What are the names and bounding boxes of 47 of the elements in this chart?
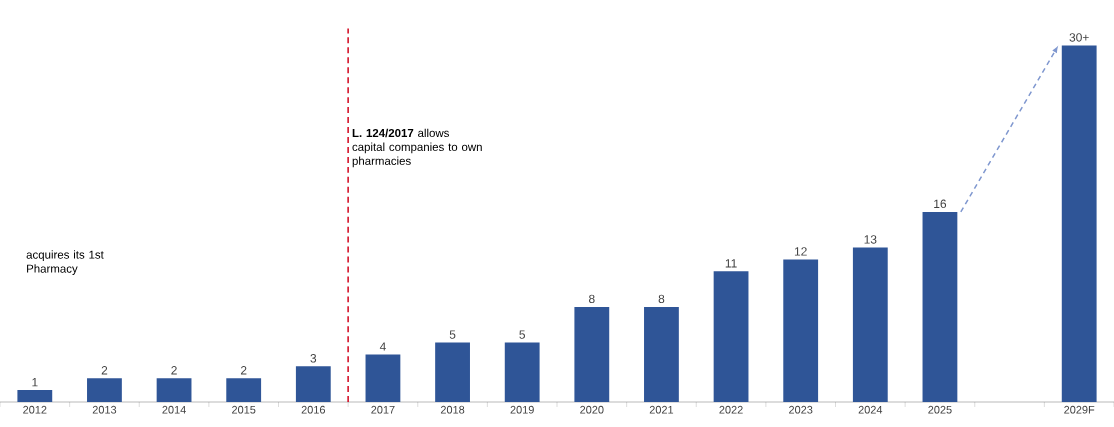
bar <box>922 211 958 402</box>
data-label: 3 <box>310 354 317 363</box>
bar <box>17 390 53 402</box>
x-tick-label: 2015 <box>232 405 256 414</box>
x-tick-label: 2023 <box>789 405 813 414</box>
x-tick-label: 2013 <box>92 405 117 414</box>
data-label: 8 <box>658 294 665 304</box>
x-tick-label: 2021 <box>649 405 674 414</box>
bar <box>504 342 540 402</box>
data-label: 8 <box>589 294 595 304</box>
x-tick-label: 2029F <box>1064 405 1095 414</box>
x-tick-label: 2018 <box>440 405 465 414</box>
data-label: 30+ <box>1069 33 1089 42</box>
bar <box>783 259 819 402</box>
x-tick-label: 2022 <box>719 405 743 414</box>
bar <box>713 271 749 402</box>
bar <box>87 378 122 402</box>
bar <box>435 342 470 402</box>
annotation: acquires its 1st Pharmacy <box>26 250 104 275</box>
bar <box>156 378 192 402</box>
bar <box>852 247 888 402</box>
data-label: 4 <box>379 342 386 351</box>
data-label: 5 <box>449 330 456 339</box>
data-label: 16 <box>934 199 947 209</box>
x-tick-label: 2025 <box>928 405 952 414</box>
x-tick-label: 2020 <box>580 405 604 414</box>
x-tick-label: 2016 <box>301 405 326 414</box>
bar <box>644 306 679 402</box>
x-tick-label: 2024 <box>858 405 883 414</box>
bar <box>574 306 610 402</box>
data-label: 2 <box>240 366 247 375</box>
x-tick-label: 2017 <box>371 405 395 414</box>
bar <box>295 366 331 402</box>
data-label: 1 <box>32 378 38 387</box>
data-label: 11 <box>725 259 737 268</box>
data-label: 12 <box>794 247 807 256</box>
data-label: 2 <box>171 366 177 375</box>
ref-line-label: L. 124/2017 allows capital companies to own pharmacies <box>352 128 482 168</box>
x-tick-label: 2019 <box>510 405 534 414</box>
x-tick-label: 2012 <box>23 405 47 414</box>
bar <box>1061 45 1097 402</box>
bar <box>365 354 401 402</box>
data-label: 2 <box>101 366 108 375</box>
data-label: 5 <box>519 330 525 339</box>
bar <box>226 378 262 402</box>
data-label: 13 <box>864 235 877 244</box>
x-tick-label: 2014 <box>162 405 186 414</box>
